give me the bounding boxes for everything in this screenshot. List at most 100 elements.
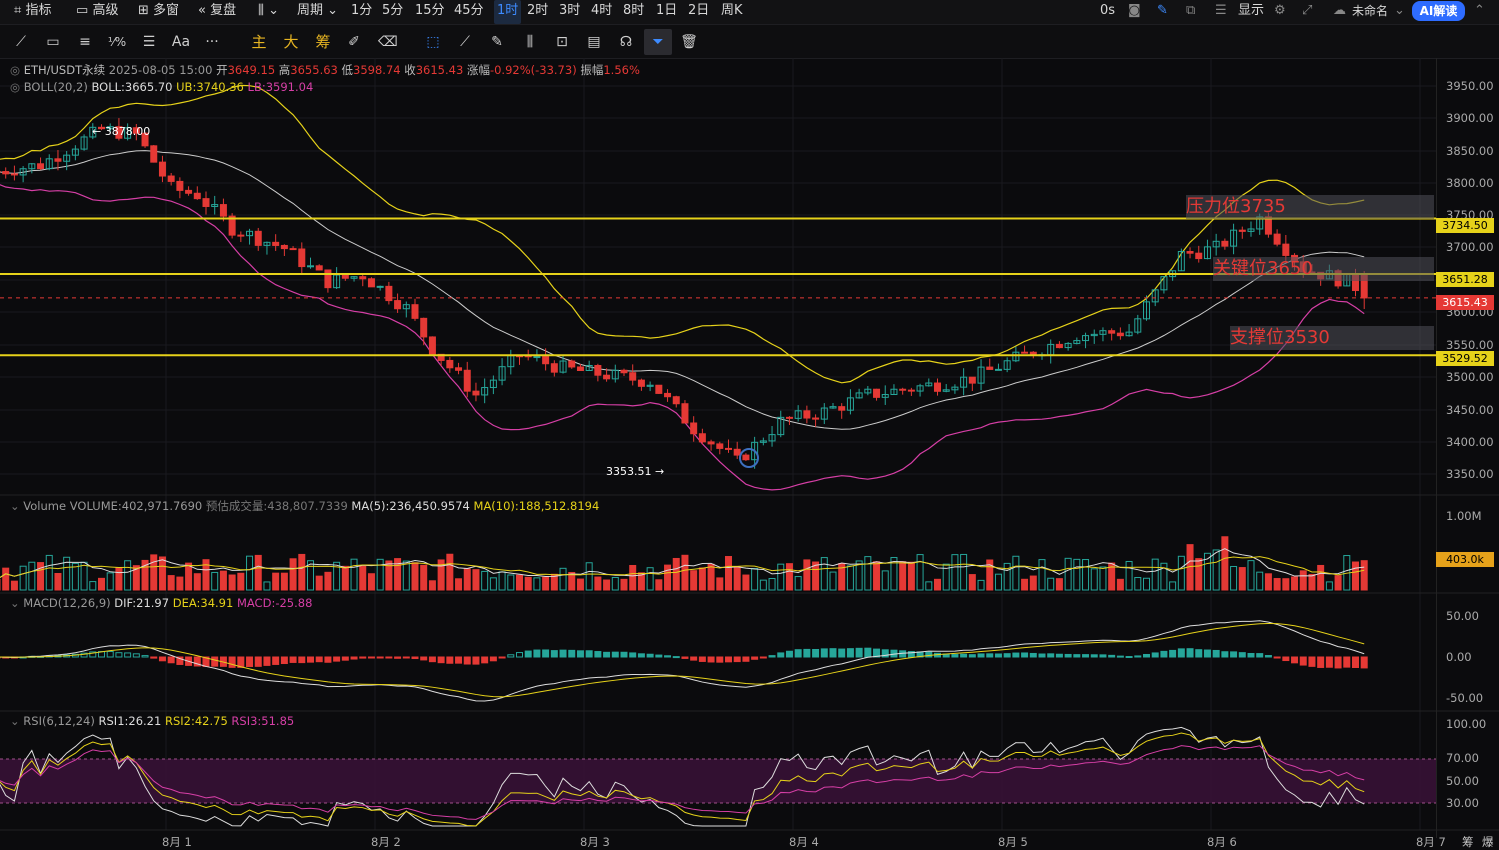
macd-histogram-bar [716, 656, 724, 663]
eye-icon[interactable]: ◎ [10, 80, 21, 94]
eraser-icon[interactable]: ⌫ [378, 34, 398, 50]
volume-bar [768, 578, 776, 591]
candle-body [646, 384, 654, 387]
note-icon[interactable]: ▤ [587, 34, 601, 50]
macd-histogram-bar [428, 656, 436, 663]
select-icon[interactable]: ⬚ [426, 34, 440, 50]
trash-icon[interactable]: 🗑 [680, 34, 698, 50]
macd-histogram-bar [1273, 656, 1281, 659]
lock-icon[interactable]: ⊡ [556, 34, 568, 50]
macd-histogram-bar [1029, 652, 1037, 658]
parallel-lines-icon[interactable]: ≡ [79, 34, 91, 50]
interval-tab[interactable]: 45分 [454, 3, 484, 18]
macd-histogram-bar [1221, 651, 1229, 658]
candle-body [672, 396, 680, 405]
support-annotation[interactable]: 支撑位3530 [1230, 326, 1434, 350]
popout-icon[interactable]: ⧉ [1186, 3, 1196, 18]
interval-tab[interactable]: 2日 [688, 3, 710, 18]
rsi-legend: ⌄ RSI(6,12,24) RSI1:26.21 RSI2:42.75 RSI… [10, 714, 295, 728]
chips-button[interactable]: 筹 [315, 33, 331, 51]
volume-bar [150, 554, 158, 591]
interval-tab[interactable]: 2时 [527, 3, 549, 18]
key-level-annotation[interactable]: 关键位3650 [1213, 257, 1434, 281]
volume-bar [498, 571, 506, 591]
hlines-icon[interactable]: ☰ [142, 34, 156, 50]
candle-body [254, 230, 262, 246]
candle-body [185, 189, 193, 194]
fullscreen-icon[interactable]: ⤢ [1302, 3, 1313, 18]
rectangle-icon[interactable]: ▭ [46, 34, 60, 50]
macd-histogram-bar [742, 656, 750, 662]
main-indicator-button[interactable]: 主 [251, 33, 267, 51]
edit-icon[interactable]: ✐ [348, 34, 360, 50]
interval-tab[interactable]: 周K [721, 3, 743, 18]
display-button[interactable]: 显示 [1238, 3, 1265, 18]
large-orders-button[interactable]: 大 [283, 33, 299, 51]
ai-interpret-button[interactable]: AI解读 [1412, 1, 1465, 21]
candle-body [376, 285, 384, 288]
eye-icon[interactable]: ◎ [10, 63, 21, 77]
candle-body [28, 163, 36, 170]
chips-corner-button[interactable]: 筹 [1462, 835, 1474, 849]
collapse-icon[interactable]: ⌄ [10, 499, 20, 513]
brush-icon[interactable]: ✎ [491, 34, 503, 50]
chart-type-button[interactable]: ⫼ ⌄ [258, 0, 279, 24]
volume-bar [576, 578, 584, 591]
volume-bar [794, 576, 802, 591]
resistance-annotation[interactable]: 压力位3735 [1186, 195, 1434, 219]
collapse-icon[interactable]: ⌄ [10, 714, 20, 728]
volume-bar [524, 576, 532, 591]
fib-icon[interactable]: ⅟% [107, 35, 127, 49]
layout-name[interactable]: 未命名 [1352, 4, 1389, 18]
interval-tab[interactable]: 4时 [591, 3, 613, 18]
candle-body [925, 382, 933, 387]
period-button[interactable]: 周期 ⌄ [297, 3, 339, 18]
candle-body [725, 447, 732, 450]
candle-body [124, 127, 132, 139]
list-icon[interactable]: ☰ [1215, 3, 1227, 18]
filter-icon[interactable]: ⏷ [644, 29, 672, 55]
macd-histogram-bar [620, 651, 628, 658]
pen-icon[interactable]: ✎ [1157, 3, 1168, 18]
interval-tab[interactable]: 1时 [494, 0, 522, 24]
candle-body [132, 127, 140, 134]
current-price-tag: 3615.43 [1436, 295, 1494, 310]
chevron-down-icon[interactable]: ⌄ [1394, 3, 1405, 18]
candle-body [54, 158, 62, 162]
more-tools-icon[interactable]: ··· [205, 34, 219, 50]
interval-tab[interactable]: 8时 [623, 3, 645, 18]
macd-histogram-bar [1151, 652, 1159, 658]
text-tool-icon[interactable]: Aa [171, 34, 191, 50]
liquidation-corner-button[interactable]: 爆 [1482, 835, 1494, 849]
indicators-button[interactable]: ⌗ 指标 [14, 3, 52, 18]
trendline-icon[interactable]: ⟋ [16, 34, 26, 50]
ruler-icon[interactable]: ⟋ [460, 34, 470, 50]
interval-tab[interactable]: 1日 [656, 3, 678, 18]
macd-histogram-bar [446, 656, 454, 664]
candles-icon[interactable]: ⫼ [526, 34, 534, 50]
interval-tab[interactable]: 3时 [559, 3, 581, 18]
settings-icon[interactable]: ⚙ [1274, 3, 1286, 18]
magnet-icon[interactable]: ☊ [619, 34, 633, 50]
interval-tab[interactable]: 5分 [382, 3, 404, 18]
volume-bar [324, 571, 332, 591]
camera-icon[interactable]: ◙ [1128, 3, 1141, 18]
volume-bar [481, 570, 489, 591]
volume-bar [1151, 558, 1159, 591]
collapse-icon[interactable]: ⌄ [10, 596, 20, 610]
volume-bar [428, 580, 436, 591]
interval-tab[interactable]: 15分 [415, 3, 445, 18]
interval-tab[interactable]: 1分 [351, 3, 373, 18]
candle-body [1186, 251, 1194, 254]
advanced-button[interactable]: ▭ 高级 [76, 3, 119, 18]
volume-bar [916, 554, 924, 591]
macd-histogram-bar [994, 653, 1002, 658]
volume-bar [1325, 581, 1333, 591]
volume-bar [463, 568, 471, 591]
collapse-icon[interactable]: ⌃ [1474, 3, 1485, 18]
macd-histogram-bar [1203, 649, 1211, 658]
replay-button[interactable]: « 复盘 [198, 3, 237, 18]
multiwindow-button[interactable]: ⊞ 多窗 [138, 3, 180, 18]
macd-histogram-bar [115, 652, 123, 658]
x-label: 8月 2 [371, 835, 401, 849]
